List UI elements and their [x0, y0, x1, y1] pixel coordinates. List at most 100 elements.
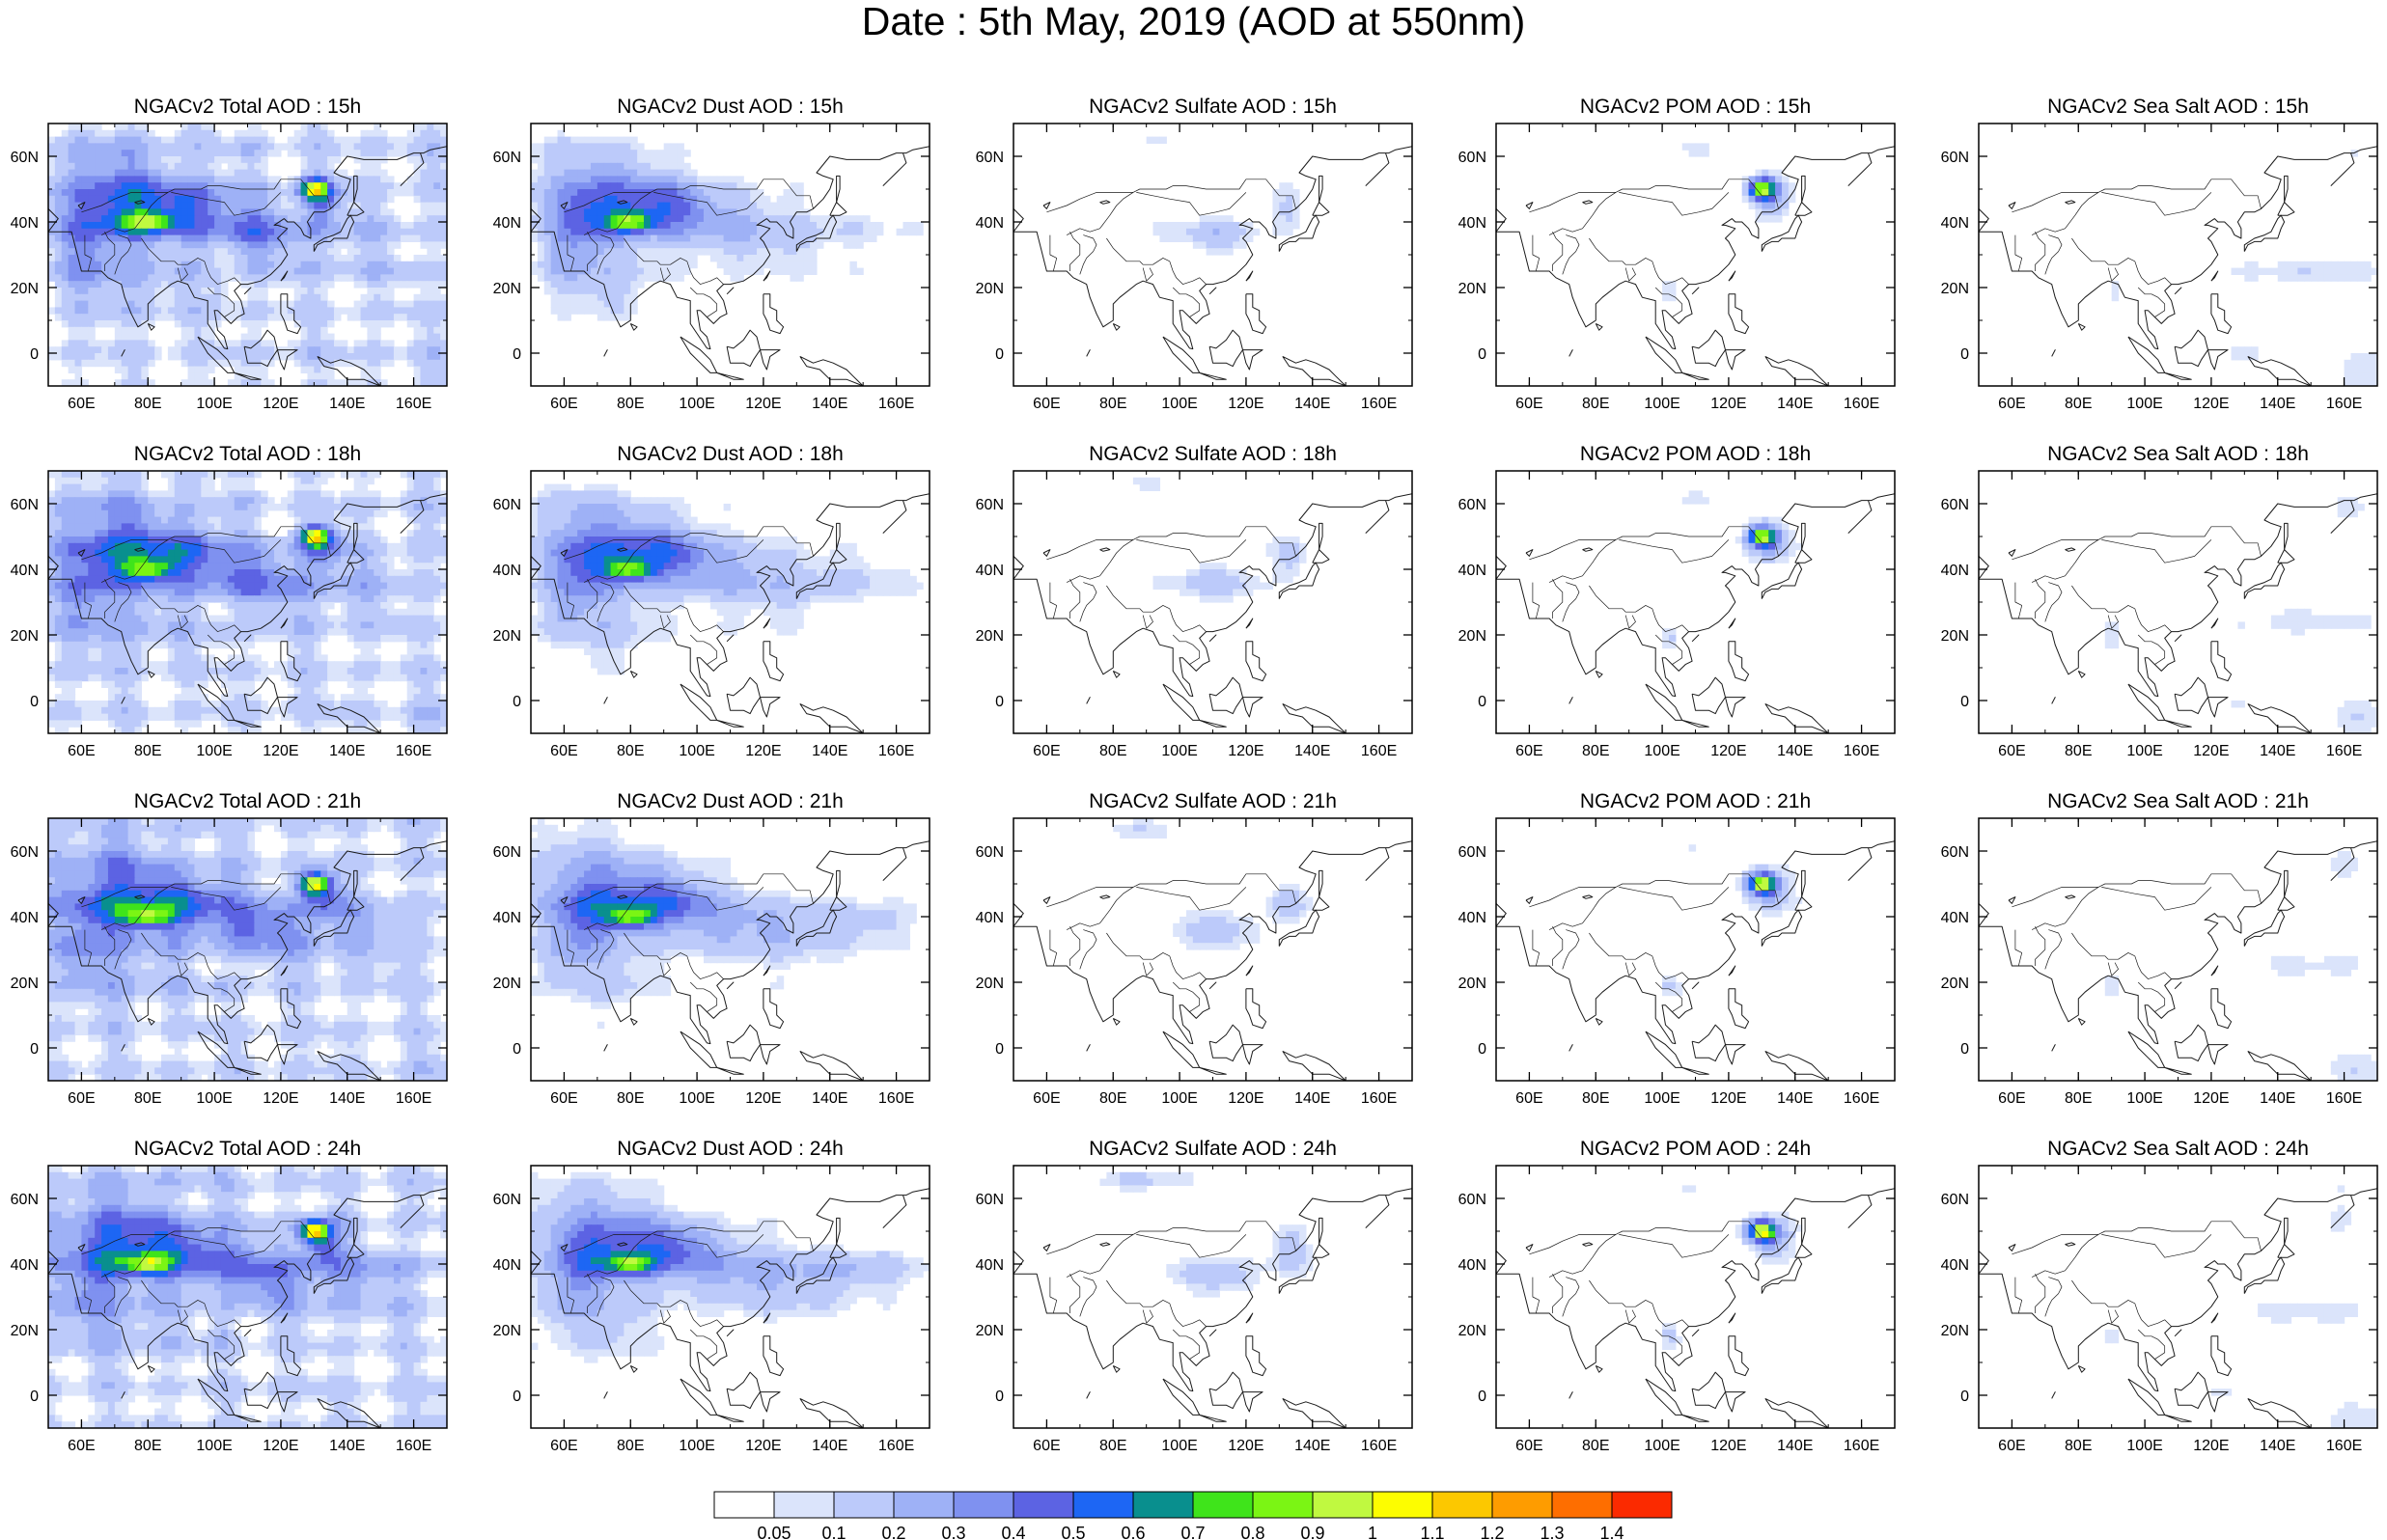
aod-cell: [564, 208, 571, 216]
aod-cell: [234, 366, 242, 373]
aod-cell: [187, 595, 196, 603]
aod-cell: [61, 189, 69, 197]
aod-cell: [1272, 208, 1280, 216]
aod-cell: [154, 307, 162, 315]
aod-cell: [630, 300, 638, 308]
aod-cell: [1768, 215, 1776, 223]
aod-cell: [88, 563, 96, 570]
aod-cell: [121, 195, 129, 204]
aod-cell: [406, 222, 415, 230]
aod-cell: [750, 215, 758, 223]
aod-cell: [590, 143, 598, 151]
aod-cell: [776, 255, 785, 262]
aod-cell: [656, 195, 665, 204]
aod-cell: [360, 516, 368, 524]
aod-cell: [314, 182, 321, 190]
aod-cell: [74, 314, 83, 321]
aod-cell: [54, 195, 63, 204]
aod-cell: [690, 228, 698, 236]
aod-cell: [531, 222, 539, 230]
aod-cell: [531, 156, 539, 164]
aod-cell: [127, 195, 136, 204]
aod-cell: [836, 228, 845, 236]
aod-cell: [557, 129, 566, 138]
aod-cell: [68, 340, 76, 347]
aod-cell: [114, 307, 123, 315]
aod-cell: [637, 182, 645, 190]
aod-cell: [247, 471, 255, 479]
aod-cell: [757, 228, 764, 236]
aod-cell: [663, 143, 672, 151]
aod-cell: [48, 234, 56, 242]
aod-cell: [121, 477, 129, 485]
aod-cell: [81, 608, 89, 617]
aod-cell: [1775, 182, 1783, 190]
aod-cell: [194, 248, 202, 256]
aod-cell: [68, 274, 76, 282]
aod-cell: [300, 143, 309, 151]
aod-cell: [393, 595, 402, 603]
aod-cell: [114, 582, 123, 590]
aod-cell: [300, 189, 309, 197]
aod-cell: [187, 274, 196, 282]
aod-cell: [300, 536, 309, 544]
aod-cell: [307, 215, 315, 223]
aod-cell: [180, 293, 189, 302]
aod-cell: [167, 346, 176, 354]
aod-cell: [590, 307, 598, 315]
aod-cell: [380, 195, 388, 204]
aod-cell: [816, 228, 824, 236]
aod-cell: [74, 150, 83, 157]
aod-cell: [2304, 274, 2312, 282]
aod-cell: [68, 169, 76, 177]
aod-cell: [374, 569, 381, 577]
aod-cell: [121, 575, 129, 584]
aod-cell: [208, 241, 215, 249]
aod-cell: [2337, 267, 2345, 275]
aod-cell: [670, 143, 679, 151]
aod-cell: [141, 346, 149, 354]
aod-cell: [333, 556, 342, 564]
aod-cell: [340, 215, 348, 223]
aod-cell: [227, 136, 236, 144]
aod-cell: [227, 602, 236, 610]
aod-cell: [134, 372, 142, 380]
aod-cell: [320, 124, 328, 131]
aod-cell: [2297, 267, 2305, 275]
aod-cell: [274, 208, 282, 216]
aod-cell: [194, 516, 202, 524]
aod-cell: [300, 326, 309, 335]
aod-cell: [340, 536, 348, 544]
aod-cell: [247, 281, 255, 289]
aod-cell: [161, 202, 169, 209]
aod-cell: [194, 293, 202, 302]
aod-cell: [187, 281, 196, 289]
aod-cell: [61, 359, 69, 368]
aod-cell: [154, 288, 162, 295]
aod-cell: [148, 575, 155, 584]
aod-cell: [247, 346, 255, 354]
aod-cell: [790, 215, 797, 223]
aod-cell: [743, 215, 751, 223]
aod-cell: [590, 248, 598, 256]
aod-cell: [367, 346, 375, 354]
aod-cell: [201, 372, 208, 380]
aod-cell: [577, 136, 585, 144]
aod-cell: [374, 366, 381, 373]
aod-cell: [320, 353, 328, 361]
aod-cell: [274, 314, 282, 321]
aod-cell: [174, 346, 182, 354]
aod-cell: [420, 189, 428, 197]
aod-cell: [95, 136, 102, 144]
aod-cell: [420, 509, 428, 518]
aod-cell: [1748, 176, 1757, 183]
aod-cell: [427, 589, 434, 596]
aod-cell: [187, 300, 196, 308]
aod-cell: [406, 307, 415, 315]
aod-cell: [48, 516, 56, 524]
aod-cell: [333, 595, 342, 603]
aod-cell: [287, 530, 295, 537]
aod-cell: [174, 615, 182, 622]
aod-cell: [187, 582, 196, 590]
aod-cell: [74, 582, 83, 590]
